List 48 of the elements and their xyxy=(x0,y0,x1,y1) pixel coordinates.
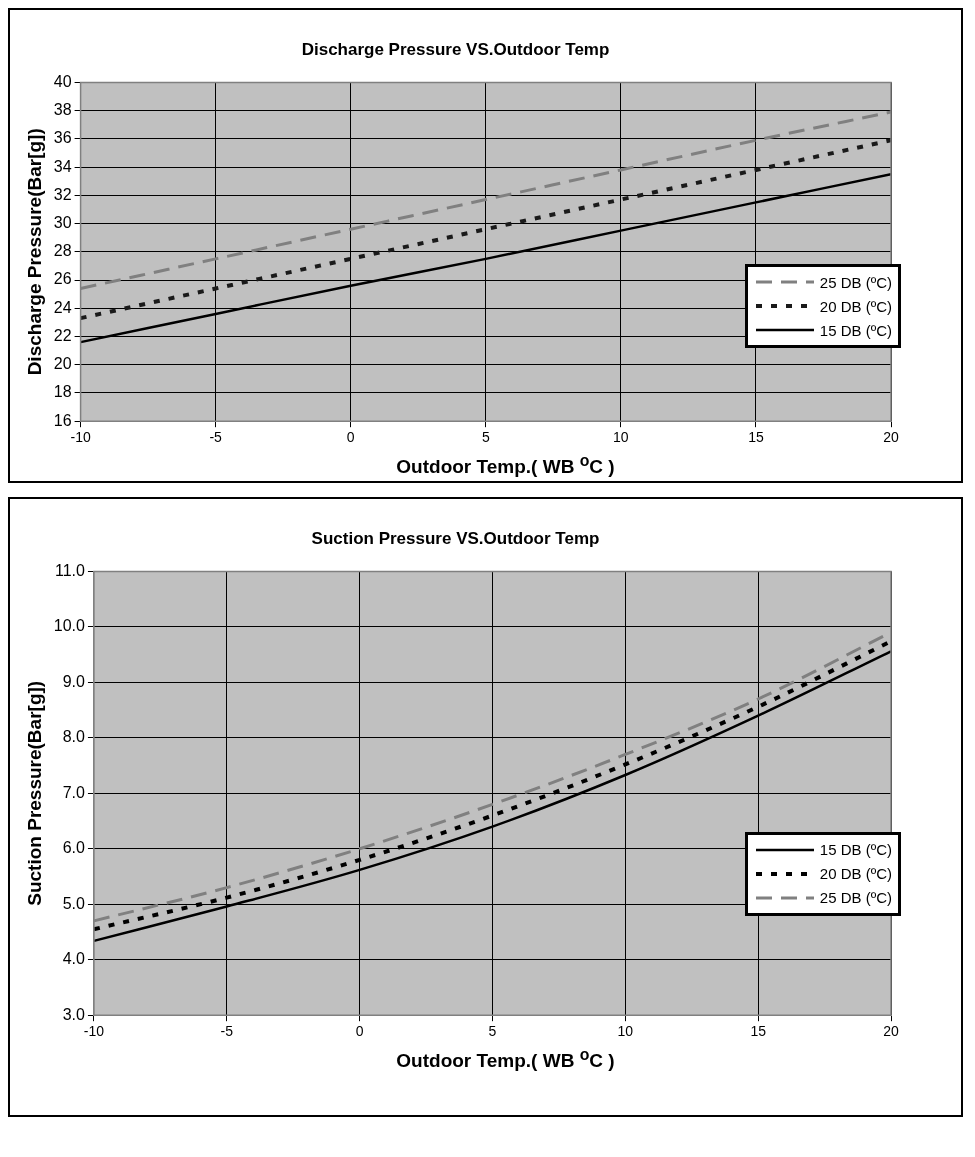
x-tick-label: 20 xyxy=(883,1023,899,1040)
legend-label: 25 DB (ºC) xyxy=(819,889,892,907)
y-tick-label: 30 xyxy=(53,213,72,231)
y-tick-label: 8.0 xyxy=(62,728,86,746)
legend-label: 15 DB (ºC) xyxy=(819,841,892,859)
y-tick-label: 3.0 xyxy=(62,1005,86,1023)
y-tick-label: 34 xyxy=(53,157,72,175)
x-tick-label: -5 xyxy=(209,429,223,446)
y-tick-label: 38 xyxy=(53,101,72,119)
x-axis-title: Outdoor Temp.( WB $^{o}$C ) xyxy=(395,452,616,479)
y-tick-label: 18 xyxy=(53,383,72,401)
y-tick-label: 32 xyxy=(53,185,72,203)
y-tick-label: 10.0 xyxy=(53,617,86,635)
x-tick-label: 5 xyxy=(481,429,490,446)
x-tick-label: 10 xyxy=(613,429,629,446)
x-tick-label: 0 xyxy=(346,429,355,446)
y-tick-label: 40 xyxy=(53,72,72,90)
legend-label: 20 DB (ºC) xyxy=(819,297,892,315)
y-tick-label: 16 xyxy=(53,411,72,429)
chart-title: Suction Pressure VS.Outdoor Temp xyxy=(311,528,600,548)
y-tick-label: 11.0 xyxy=(54,561,86,579)
y-tick-label: 7.0 xyxy=(62,783,86,801)
y-tick-label: 6.0 xyxy=(62,839,86,857)
x-tick-label: 20 xyxy=(883,429,899,446)
x-tick-label: 15 xyxy=(748,429,764,446)
y-axis-title: Discharge Pressure(Bar[g]) xyxy=(23,128,45,376)
legend-label: 15 DB (ºC) xyxy=(819,321,892,339)
x-tick-label: 15 xyxy=(750,1023,767,1040)
x-tick-label: 10 xyxy=(617,1023,634,1040)
x-axis-title: Outdoor Temp.( WB $^{o}$C ) xyxy=(395,1046,616,1073)
y-tick-label: 26 xyxy=(53,270,72,288)
x-tick-label: -5 xyxy=(220,1023,234,1040)
x-tick-label: -10 xyxy=(70,429,91,446)
x-tick-label: -10 xyxy=(83,1023,105,1040)
y-tick-label: 4.0 xyxy=(62,950,86,968)
y-tick-label: 36 xyxy=(53,129,72,147)
y-tick-label: 22 xyxy=(53,326,72,344)
y-tick-label: 24 xyxy=(53,298,72,316)
y-tick-label: 20 xyxy=(53,355,72,373)
y-tick-label: 5.0 xyxy=(62,894,86,912)
legend-label: 20 DB (ºC) xyxy=(819,865,892,883)
chart-title: Discharge Pressure VS.Outdoor Temp xyxy=(301,39,610,59)
legend-label: 25 DB (ºC) xyxy=(819,273,892,291)
y-axis-title: Suction Pressure(Bar[g]) xyxy=(23,680,45,906)
y-tick-label: 28 xyxy=(53,242,72,260)
x-tick-label: 0 xyxy=(355,1023,364,1040)
y-tick-label: 9.0 xyxy=(62,672,86,690)
x-tick-label: 5 xyxy=(488,1023,497,1040)
